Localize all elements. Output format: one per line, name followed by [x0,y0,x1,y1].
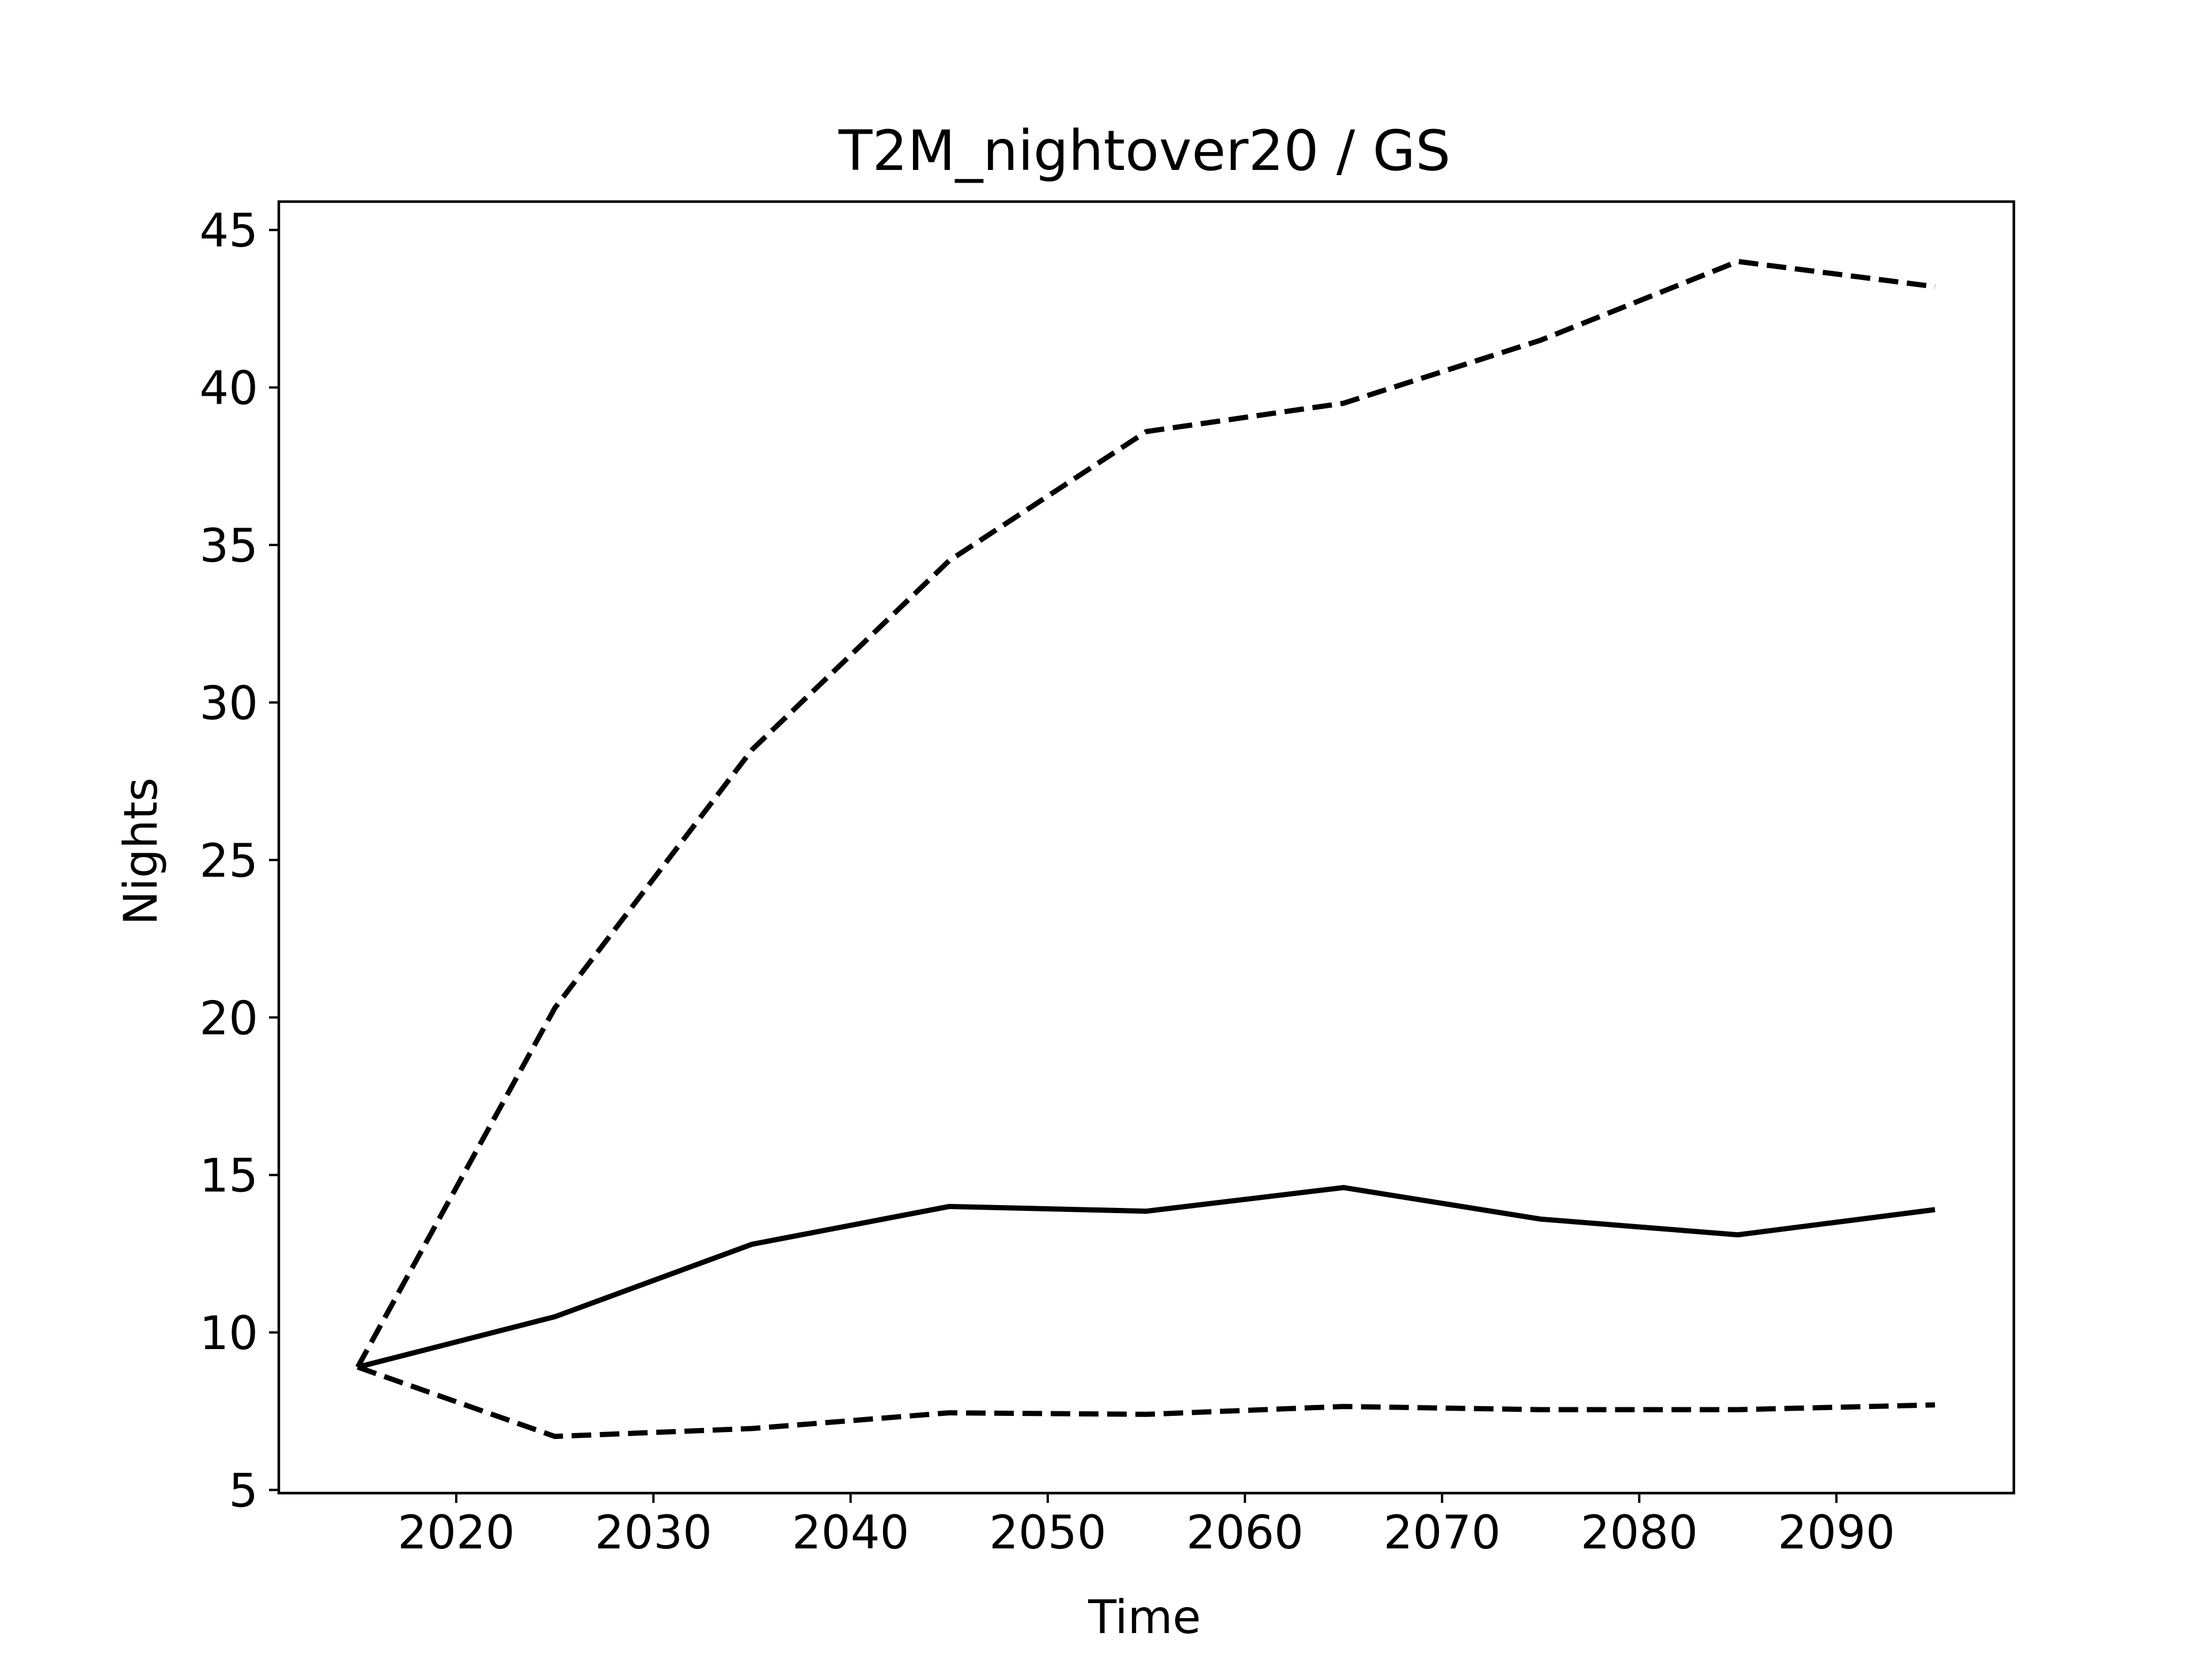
y-tick-label: 25 [199,834,258,888]
x-tick-label: 2060 [1186,1506,1304,1559]
x-tick-label: 2020 [397,1506,515,1559]
y-tick-label: 30 [199,676,258,730]
series-line-3 [357,1365,1936,1440]
x-tick-label: 2080 [1581,1506,1698,1559]
series-line-1 [355,259,1936,1369]
series-line-2 [357,1185,1936,1370]
y-tick-label: 40 [199,362,258,415]
x-tick-label: 2070 [1384,1506,1501,1559]
y-tick-label: 10 [199,1306,258,1360]
y-tick-label: 45 [199,204,258,257]
x-tick-label: 2030 [595,1506,713,1559]
x-tick-label: 2090 [1778,1506,1895,1559]
y-tick-label: 35 [199,519,258,573]
y-tick-label: 20 [199,991,258,1045]
plot-frame [277,200,2016,1495]
y-axis-label: Nights [114,778,168,926]
y-tick-label: 5 [229,1464,258,1518]
y-tick-label: 15 [199,1149,258,1203]
chart-title: T2M_nightover20 / GS [838,119,1450,183]
x-tick-label: 2050 [989,1506,1107,1559]
x-axis-label: Time [1088,1590,1201,1644]
x-tick-label: 2040 [792,1506,910,1559]
plot-area: 2020 2030 2040 2050 2060 2070 2080 2090 5 10 15 20 2… [199,200,2016,1559]
